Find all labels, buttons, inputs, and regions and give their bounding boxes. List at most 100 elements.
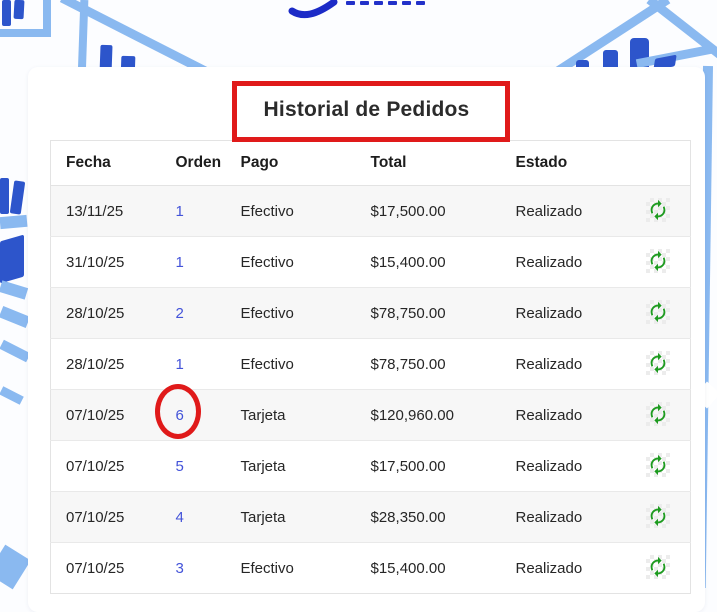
orders-table: Fecha Orden Pago Total Estado 13/11/25 1 Efect… (50, 140, 691, 594)
order-link[interactable]: 5 (175, 457, 184, 475)
cell-pago: Efectivo (240, 253, 294, 271)
column-header-estado: Estado (500, 140, 626, 186)
orders-card: Historial de Pedidos Fecha Orden Pago Total… (28, 67, 705, 612)
bg-shape (0, 386, 24, 405)
refresh-button[interactable] (646, 402, 670, 426)
cell-actions (626, 390, 691, 441)
bg-shape (374, 1, 383, 5)
refresh-button[interactable] (646, 453, 670, 477)
refresh-icon (650, 250, 666, 271)
cell-pago: Efectivo (240, 355, 294, 373)
refresh-button[interactable] (646, 300, 670, 324)
cell-fecha: 13/11/25 (66, 202, 124, 220)
bg-shape (416, 1, 425, 5)
cell-total: $78,750.00 (370, 355, 446, 373)
order-link[interactable]: 1 (175, 355, 184, 373)
refresh-icon (650, 199, 666, 220)
bg-shape (650, 505, 666, 526)
bg-shape (0, 178, 9, 214)
bg-shape (0, 306, 31, 328)
cell-pago: Efectivo (240, 559, 294, 577)
bg-shape (388, 1, 397, 5)
cell-total: $15,400.00 (370, 253, 446, 271)
refresh-button[interactable] (646, 504, 670, 528)
column-header-pago: Pago (225, 140, 356, 186)
cell-estado: Realizado (515, 202, 583, 220)
cell-total: $28,350.00 (370, 508, 446, 526)
logo-fragment (288, 0, 438, 20)
refresh-icon (650, 301, 666, 322)
cell-estado: Realizado (515, 559, 583, 577)
cell-estado: Realizado (515, 406, 583, 424)
table-row: 07/10/25 4 Tarjeta $28,350.00 Realizado (50, 491, 691, 543)
cell-orden: 2 (161, 288, 226, 339)
cell-total: $120,960.00 (370, 406, 454, 424)
cell-actions (626, 492, 691, 543)
refresh-button[interactable] (646, 198, 670, 222)
bg-shape: Fecha Orden Pago Total Estado (50, 140, 691, 186)
bg-shape (0, 214, 28, 230)
column-header-fecha: Fecha (50, 140, 161, 186)
cell-estado: Realizado (515, 253, 583, 271)
bg-shape (346, 1, 355, 5)
bg-shape (13, 0, 25, 20)
order-link[interactable]: 6 (175, 406, 184, 424)
cell-actions (626, 186, 691, 237)
cell-fecha: 28/10/25 (66, 355, 125, 373)
cell-pago: Efectivo (240, 202, 294, 220)
refresh-button[interactable] (646, 249, 670, 273)
bg-shape (650, 352, 666, 373)
cell-actions (626, 441, 691, 492)
bg-shape (650, 199, 666, 220)
order-link[interactable]: 1 (175, 253, 184, 271)
bg-shape (0, 29, 47, 37)
cell-fecha: 28/10/25 (66, 304, 125, 322)
cell-actions (626, 237, 691, 288)
bg-shape (650, 301, 666, 322)
bg-shape (2, 0, 11, 26)
order-link[interactable]: 2 (175, 304, 184, 322)
bg-shape (360, 1, 369, 5)
order-link[interactable]: 1 (175, 202, 184, 220)
table-row: 07/10/25 5 Tarjeta $17,500.00 Realizado (50, 440, 691, 492)
bg-shape (0, 339, 31, 363)
order-link[interactable]: 3 (175, 559, 184, 577)
table-row: 28/10/25 1 Efectivo $78,750.00 Realizado (50, 338, 691, 390)
refresh-icon (650, 454, 666, 475)
cell-fecha: 07/10/25 (66, 559, 125, 577)
logo-text-fragment (346, 1, 425, 5)
cell-pago: Tarjeta (240, 457, 286, 475)
cell-orden: 1 (161, 339, 226, 390)
cell-orden: 6 (161, 390, 226, 441)
column-header-actions (625, 140, 691, 186)
table-row: 07/10/25 3 Efectivo $15,400.00 Realizado (50, 542, 691, 594)
bg-shape (288, 0, 338, 19)
refresh-button[interactable] (646, 351, 670, 375)
refresh-icon (650, 403, 666, 424)
cell-orden: 4 (161, 492, 226, 543)
table-row: 28/10/25 2 Efectivo $78,750.00 Realizado (50, 287, 691, 339)
cell-total: $17,500.00 (370, 457, 446, 475)
cell-fecha: 07/10/25 (66, 508, 125, 526)
cell-estado: Realizado (515, 508, 583, 526)
cell-orden: 5 (161, 441, 226, 492)
cell-orden: 1 (161, 186, 226, 237)
bg-shape (9, 180, 26, 215)
table-row: 13/11/25 1 Efectivo $17,500.00 Realizado (50, 185, 691, 237)
refresh-icon (650, 352, 666, 373)
refresh-icon (650, 505, 666, 526)
table-row: 31/10/25 1 Efectivo $15,400.00 Realizado (50, 236, 691, 288)
column-header-total: Total (355, 140, 501, 186)
page-title: Historial de Pedidos (263, 98, 470, 121)
logo-swoosh-icon (288, 0, 338, 19)
bg-shape (43, 0, 51, 37)
bg-shape (650, 454, 666, 475)
bg-shape (650, 403, 666, 424)
order-link[interactable]: 4 (175, 508, 184, 526)
column-header-orden: Orden (160, 140, 226, 186)
cell-fecha: 07/10/25 (66, 457, 125, 475)
table-row: 07/10/25 6 Tarjeta $120,960.00 Realizado (50, 389, 691, 441)
cell-orden: 3 (161, 543, 226, 594)
refresh-button[interactable] (646, 555, 670, 579)
cell-actions (626, 339, 691, 390)
